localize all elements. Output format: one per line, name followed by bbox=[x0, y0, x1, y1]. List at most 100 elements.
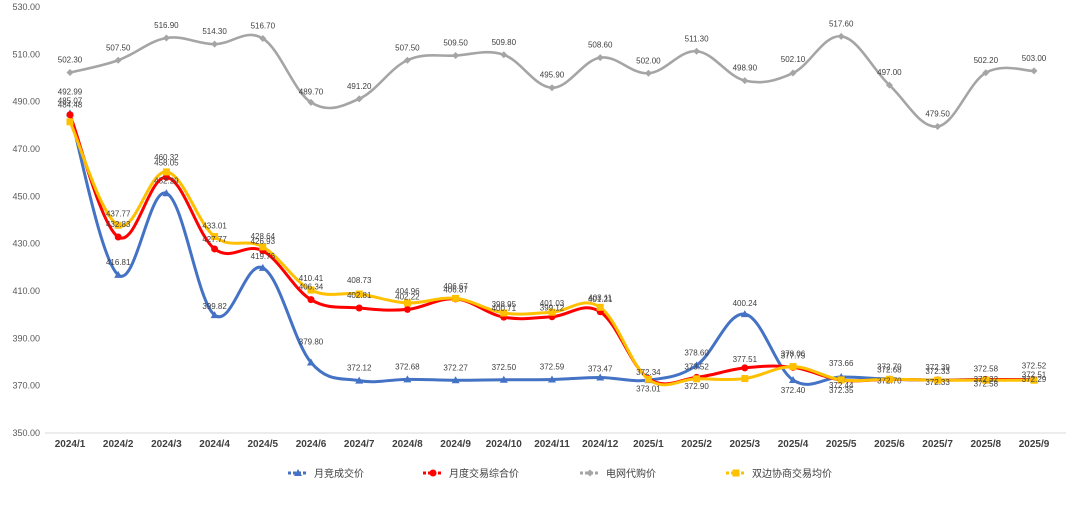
data-label: 372.44 bbox=[829, 381, 854, 390]
axes: 350.00 370.00 390.00 410.00 430.00 450.00 470.… bbox=[12, 2, 1066, 450]
data-label: 372.33 bbox=[925, 367, 950, 376]
data-label: 516.70 bbox=[251, 21, 276, 30]
data-point bbox=[789, 375, 797, 383]
data-label: 498.90 bbox=[733, 64, 758, 73]
data-label: 372.90 bbox=[684, 382, 709, 391]
data-point bbox=[211, 245, 219, 253]
data-label: 484.48 bbox=[58, 101, 83, 110]
legend-marker bbox=[294, 469, 302, 476]
data-label: 372.35 bbox=[829, 386, 854, 395]
data-label: 489.70 bbox=[299, 87, 324, 96]
data-point bbox=[500, 309, 508, 317]
data-point bbox=[837, 32, 845, 40]
data-label: 373.01 bbox=[636, 385, 661, 394]
data-point bbox=[500, 51, 508, 59]
x-tick-label: 2024/8 bbox=[392, 439, 423, 450]
data-label: 379.80 bbox=[299, 337, 324, 346]
data-label: 372.12 bbox=[347, 364, 372, 373]
data-label: 372.32 bbox=[974, 375, 999, 384]
data-point bbox=[885, 375, 893, 383]
data-label: 400.71 bbox=[492, 304, 517, 313]
data-point bbox=[258, 263, 267, 271]
data-label: 372.27 bbox=[443, 363, 468, 372]
data-point bbox=[644, 69, 652, 77]
data-point bbox=[982, 69, 990, 77]
data-label: 507.50 bbox=[395, 43, 420, 52]
data-label: 372.70 bbox=[877, 376, 902, 385]
x-tick-label: 2025/2 bbox=[681, 439, 712, 450]
legend-item: 月度交易综合价 bbox=[449, 467, 519, 480]
legend-marker bbox=[586, 469, 594, 477]
data-label: 437.77 bbox=[106, 209, 131, 218]
data-label: 416.81 bbox=[106, 258, 131, 267]
legend-marker bbox=[732, 469, 740, 477]
data-point bbox=[114, 221, 122, 229]
data-point bbox=[162, 168, 170, 176]
data-label: 495.90 bbox=[540, 71, 565, 80]
data-point bbox=[451, 376, 460, 384]
data-point bbox=[452, 294, 460, 302]
data-label: 509.80 bbox=[492, 38, 517, 47]
data-point bbox=[596, 54, 604, 62]
data-label: 509.50 bbox=[443, 39, 468, 48]
data-label: 427.77 bbox=[202, 235, 227, 244]
series-markers bbox=[66, 32, 1038, 384]
y-tick-label: 370.00 bbox=[12, 381, 40, 391]
data-label: 372.58 bbox=[974, 365, 999, 374]
x-tick-label: 2025/1 bbox=[633, 439, 664, 450]
data-point bbox=[548, 308, 556, 316]
data-point bbox=[596, 303, 604, 311]
data-label: 372.34 bbox=[636, 368, 661, 377]
data-label: 406.67 bbox=[443, 282, 468, 291]
data-point bbox=[693, 375, 701, 383]
data-label: 377.75 bbox=[781, 351, 806, 360]
data-label: 372.51 bbox=[1022, 371, 1047, 380]
data-point bbox=[1030, 67, 1038, 75]
data-label: 372.50 bbox=[492, 363, 517, 372]
data-point bbox=[548, 375, 556, 383]
legend-marker bbox=[429, 469, 437, 477]
data-point bbox=[162, 189, 171, 197]
data-label: 402.22 bbox=[395, 292, 420, 301]
data-label: 408.73 bbox=[347, 276, 372, 285]
data-label: 372.52 bbox=[1022, 362, 1047, 371]
data-point bbox=[211, 40, 219, 48]
data-label: 433.01 bbox=[202, 222, 227, 231]
x-tick-label: 2024/3 bbox=[151, 439, 182, 450]
data-point bbox=[211, 233, 219, 241]
legend-item: 月竞成交价 bbox=[314, 467, 364, 480]
x-tick-label: 2024/10 bbox=[486, 439, 523, 450]
x-tick-label: 2024/12 bbox=[582, 439, 619, 450]
legend-item: 双边协商交易均价 bbox=[752, 467, 832, 480]
data-label: 403.11 bbox=[588, 293, 612, 302]
data-point bbox=[210, 311, 219, 319]
data-label: 378.06 bbox=[781, 350, 806, 359]
x-tick-label: 2024/9 bbox=[440, 439, 471, 450]
y-tick-label: 530.00 bbox=[12, 2, 40, 12]
data-label: 402.81 bbox=[347, 291, 372, 300]
data-point bbox=[692, 361, 701, 369]
data-label: 502.00 bbox=[636, 56, 661, 65]
data-point bbox=[741, 77, 749, 85]
data-label: 517.60 bbox=[829, 19, 854, 28]
data-point bbox=[114, 56, 122, 64]
x-tick-label: 2024/7 bbox=[344, 439, 375, 450]
data-label: 372.70 bbox=[877, 362, 902, 371]
data-point bbox=[307, 296, 315, 304]
data-point bbox=[499, 375, 508, 383]
data-point bbox=[355, 290, 363, 298]
data-label: 377.51 bbox=[733, 355, 758, 364]
data-label: 460.32 bbox=[154, 153, 179, 162]
legend-item: 电网代购价 bbox=[606, 467, 656, 480]
data-point bbox=[452, 52, 460, 60]
data-label: 373.52 bbox=[684, 362, 709, 371]
y-tick-label: 430.00 bbox=[12, 239, 40, 249]
data-label: 492.99 bbox=[58, 88, 83, 97]
data-label: 502.10 bbox=[781, 55, 806, 64]
data-label: 406.87 bbox=[443, 285, 468, 294]
data-label: 458.05 bbox=[154, 158, 179, 167]
x-tick-label: 2025/5 bbox=[826, 439, 857, 450]
data-label: 373.66 bbox=[829, 359, 854, 368]
